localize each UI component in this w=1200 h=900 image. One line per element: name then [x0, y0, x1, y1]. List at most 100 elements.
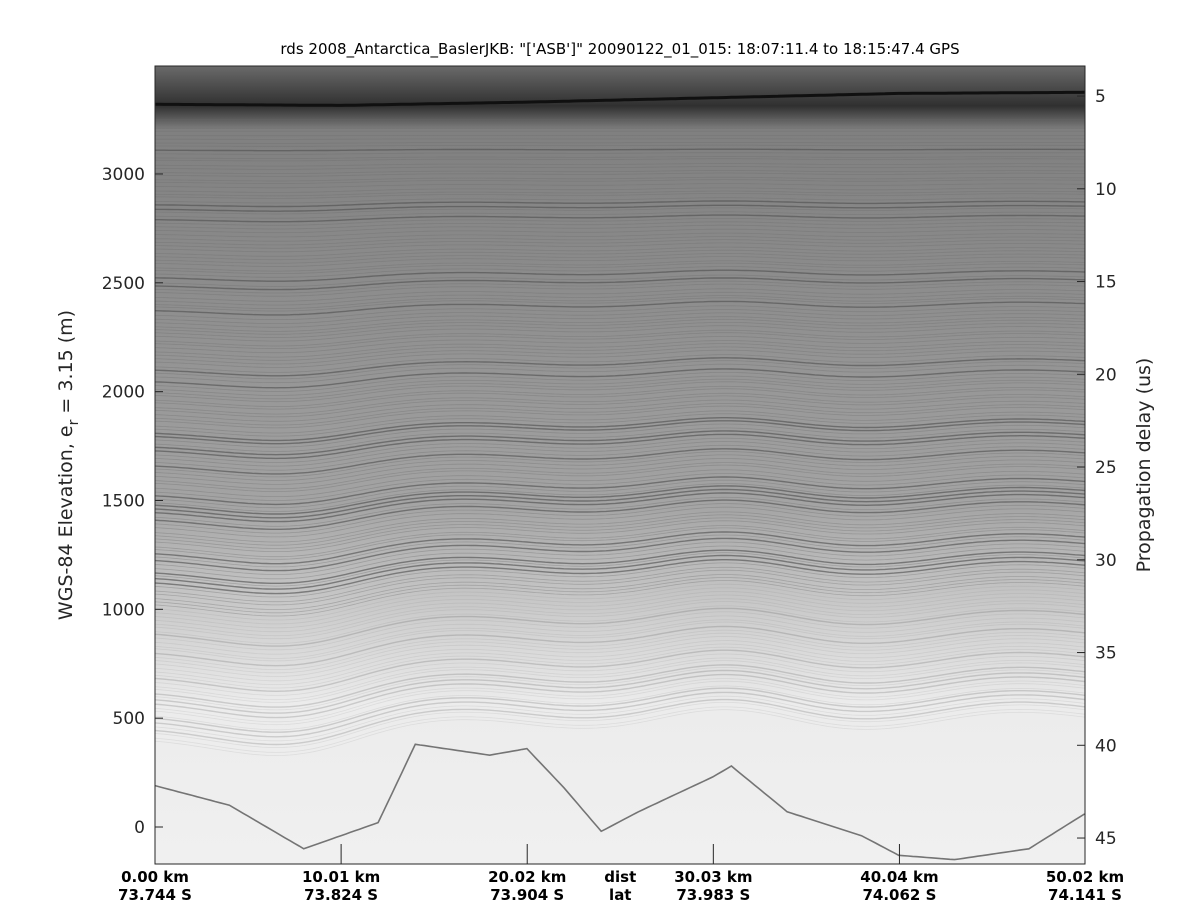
internal-layer [155, 646, 1085, 689]
internal-layer [155, 469, 1085, 497]
x-tick-dist-label: 0.00 km [121, 868, 189, 886]
internal-layer [155, 325, 1085, 342]
internal-layer [155, 427, 1085, 452]
internal-layer [155, 332, 1085, 349]
x-tick-lat-label: 73.824 S [304, 886, 378, 900]
internal-layer [155, 691, 1085, 738]
internal-layer [155, 619, 1085, 659]
internal-layer [155, 554, 1085, 590]
internal-layer [155, 527, 1085, 560]
internal-layer [155, 485, 1085, 515]
internal-layer [155, 372, 1085, 392]
internal-layer [155, 322, 1085, 338]
x-tick-dist-label: 40.04 km [860, 868, 938, 886]
internal-layer [155, 632, 1085, 674]
internal-layer [155, 643, 1085, 686]
internal-layer [155, 300, 1085, 316]
internal-layer [155, 405, 1085, 429]
internal-layer [155, 291, 1085, 306]
internal-layer [155, 458, 1085, 485]
internal-layer [155, 574, 1085, 611]
internal-layer [155, 249, 1085, 261]
internal-layer [155, 423, 1085, 448]
internal-layer [155, 506, 1085, 538]
internal-layer [155, 193, 1085, 199]
y-axis-left-label: WGS-84 Elevation, er = 3.15 (m) [55, 310, 82, 620]
internal-layer [155, 451, 1085, 478]
internal-layer [155, 221, 1085, 230]
internal-layer [155, 534, 1085, 568]
internal-layer [155, 591, 1085, 629]
internal-layer [155, 702, 1085, 748]
internal-layer [155, 360, 1085, 380]
internal-layer [155, 587, 1085, 625]
internal-layer [155, 172, 1085, 177]
internal-layer [155, 430, 1085, 456]
internal-layer [155, 410, 1085, 434]
internal-layer [155, 611, 1085, 651]
internal-layer [155, 148, 1085, 152]
internal-layer [155, 253, 1085, 264]
internal-layer [155, 664, 1085, 708]
internal-layer [155, 709, 1085, 756]
x-tick-dist-label: 30.03 km [674, 868, 752, 886]
internal-layer [155, 305, 1085, 320]
y-left-tick-label: 3000 [102, 165, 145, 185]
y-right-tick-label: 30 [1095, 551, 1117, 571]
internal-layer [155, 246, 1085, 257]
internal-layer [155, 312, 1085, 328]
radargram-image [155, 66, 1085, 864]
internal-layer [155, 441, 1085, 467]
internal-layer [155, 211, 1085, 219]
internal-layer [155, 232, 1085, 242]
y-left-tick-label: 2500 [102, 274, 145, 294]
internal-layer [155, 525, 1085, 558]
internal-layer [155, 413, 1085, 437]
y-right-tick-label: 40 [1095, 736, 1117, 756]
internal-layer [155, 517, 1085, 549]
internal-layer [155, 346, 1085, 365]
x-row-label-dist: dist [604, 868, 636, 886]
internal-layer [155, 687, 1085, 733]
internal-layer [155, 545, 1085, 580]
y-right-tick-label: 10 [1095, 180, 1117, 200]
internal-layer [155, 368, 1085, 389]
y-left-tick-label: 1000 [102, 600, 145, 620]
internal-layer [155, 566, 1085, 603]
y-right-tick-label: 35 [1095, 644, 1117, 664]
internal-layer [155, 343, 1085, 361]
internal-layer [155, 283, 1085, 297]
internal-layer [155, 698, 1085, 746]
internal-layer [155, 266, 1085, 278]
y-axis-right-label: Propagation delay (us) [1133, 358, 1155, 573]
internal-layer [155, 395, 1085, 418]
internal-layer [155, 580, 1085, 617]
internal-layer [155, 678, 1085, 723]
internal-layer [155, 514, 1085, 546]
internal-layer [155, 357, 1085, 377]
internal-layer [155, 454, 1085, 481]
internal-layer [155, 706, 1085, 753]
internal-layer [155, 297, 1085, 312]
internal-layer [155, 464, 1085, 492]
internal-layer [155, 158, 1085, 162]
y-right-tick-label: 5 [1095, 87, 1106, 107]
plot-frame [154, 65, 1086, 865]
internal-layer [155, 605, 1085, 644]
internal-layer [155, 476, 1085, 506]
surface-reflection [155, 90, 1085, 107]
internal-layer [155, 392, 1085, 415]
internal-layer [155, 601, 1085, 640]
internal-layer [155, 503, 1085, 534]
internal-layer [155, 417, 1085, 442]
internal-layer [155, 200, 1085, 208]
y-right-tick-label: 45 [1095, 829, 1117, 849]
internal-layer [155, 318, 1085, 335]
internal-layer [155, 607, 1085, 647]
internal-layer [155, 577, 1085, 614]
x-tick-lat-label: 73.744 S [118, 886, 192, 900]
internal-layer [155, 262, 1085, 274]
internal-layer [155, 669, 1085, 714]
internal-layer [155, 403, 1085, 426]
internal-layer [155, 492, 1085, 523]
